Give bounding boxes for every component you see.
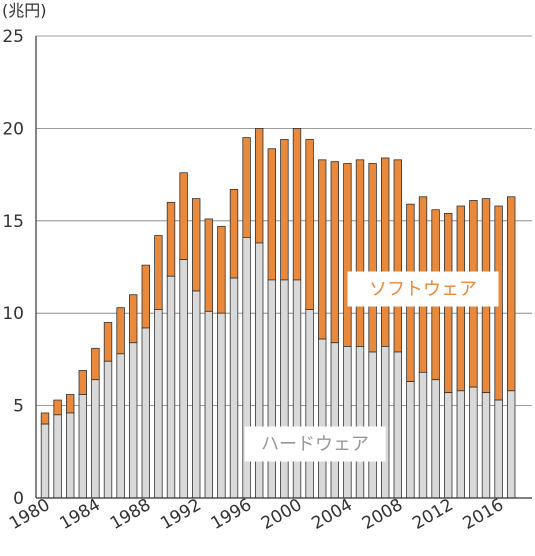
bar-hardware-2017 <box>506 390 516 499</box>
bar-hardware-1990 <box>166 275 176 499</box>
bar-hardware-2002 <box>317 338 327 499</box>
bar-software-1994 <box>217 225 226 314</box>
bar-hardware-2011 <box>431 379 440 499</box>
bars <box>40 127 516 499</box>
bar-hardware-2013 <box>456 390 465 499</box>
y-tick-label: 5 <box>13 397 24 417</box>
y-tick-label: 15 <box>2 212 24 232</box>
bar-hardware-1989 <box>154 309 163 499</box>
bar-software-1983 <box>78 370 87 395</box>
bar-hardware-1983 <box>78 394 87 499</box>
bar-hardware-2015 <box>481 392 491 499</box>
bar-hardware-1980 <box>40 423 50 499</box>
hardware-series-label: ハードウェア <box>244 426 386 462</box>
bar-software-2000 <box>292 127 302 281</box>
bar-software-2002 <box>317 159 327 340</box>
bar-software-2004 <box>343 163 352 347</box>
bar-software-2003 <box>330 161 339 344</box>
software-series-label-box <box>347 271 499 307</box>
hardware-series-label-box <box>244 426 386 462</box>
bar-software-1986 <box>116 307 125 355</box>
bar-hardware-1985 <box>103 360 113 499</box>
x-tick-label: 2012 <box>409 495 456 534</box>
y-unit-label: (兆円) <box>2 1 47 20</box>
x-tick-label: 1996 <box>208 495 255 534</box>
bar-software-2006 <box>368 163 377 353</box>
bar-software-1990 <box>166 201 176 277</box>
bar-software-1989 <box>154 235 163 310</box>
bar-hardware-2001 <box>305 309 314 499</box>
bar-hardware-1986 <box>116 353 125 499</box>
bar-hardware-2007 <box>380 346 390 499</box>
bar-software-1996 <box>242 137 251 238</box>
bar-hardware-2016 <box>494 399 503 499</box>
bar-software-2017 <box>506 196 516 392</box>
bar-software-1993 <box>204 218 213 312</box>
x-tick-label: 1992 <box>157 495 204 534</box>
bar-hardware-2014 <box>469 386 478 499</box>
bar-hardware-2003 <box>330 342 339 499</box>
x-tick-label: 2008 <box>359 495 406 534</box>
bar-hardware-1992 <box>191 290 201 499</box>
bar-hardware-1998 <box>267 279 276 499</box>
bar-software-1984 <box>91 347 100 381</box>
bar-software-1985 <box>103 322 113 362</box>
x-tick-label: 1988 <box>107 495 154 534</box>
bar-software-2007 <box>380 157 390 347</box>
bar-software-1982 <box>66 394 75 414</box>
bar-hardware-1991 <box>179 259 188 499</box>
hardware-series-label-text: ハードウェア <box>261 434 369 455</box>
y-tick-label: 25 <box>2 27 24 47</box>
bar-software-1980 <box>40 412 50 425</box>
bar-software-1997 <box>254 127 264 244</box>
bar-software-2005 <box>355 159 365 347</box>
bar-software-2008 <box>393 159 402 353</box>
bar-hardware-1988 <box>141 327 150 499</box>
bar-software-1995 <box>229 188 239 279</box>
bar-hardware-2000 <box>292 279 302 499</box>
x-tick-label: 2000 <box>258 495 305 534</box>
bar-hardware-1981 <box>53 414 62 499</box>
bar-hardware-2004 <box>343 346 352 499</box>
bar-hardware-2010 <box>418 371 428 499</box>
bar-hardware-1995 <box>229 277 239 499</box>
bar-software-1992 <box>191 198 201 292</box>
bar-software-1999 <box>280 139 289 281</box>
bar-software-1987 <box>128 294 138 344</box>
bar-hardware-1982 <box>66 412 75 499</box>
bar-hardware-1987 <box>128 342 138 499</box>
software-series-label: ソフトウェア <box>347 271 499 307</box>
x-tick-label: 2016 <box>460 495 507 534</box>
bar-software-2001 <box>305 139 314 310</box>
x-tick-label: 2004 <box>308 495 355 534</box>
y-tick-label: 0 <box>13 489 24 509</box>
bar-hardware-2008 <box>393 351 402 499</box>
bar-software-1981 <box>53 399 62 416</box>
y-tick-label: 10 <box>2 304 24 324</box>
x-axis-ticks: 1980 1984 1988 1992 1996 2000 2004 2008 2012 2016 <box>6 495 507 534</box>
bar-software-1998 <box>267 148 276 281</box>
bar-hardware-1993 <box>204 310 213 499</box>
software-series-label-text: ソフトウェア <box>369 279 477 300</box>
bar-hardware-2009 <box>406 381 415 499</box>
x-tick-label: 1984 <box>56 495 103 534</box>
bar-software-1988 <box>141 264 150 329</box>
bar-hardware-1984 <box>91 379 100 499</box>
bar-hardware-1999 <box>280 279 289 499</box>
bar-hardware-2012 <box>443 392 453 499</box>
bar-software-1991 <box>179 172 188 261</box>
bar-hardware-2006 <box>368 351 377 499</box>
bar-hardware-1994 <box>217 312 226 499</box>
bar-hardware-2005 <box>355 346 365 499</box>
y-axis-ticks: 0 5 10 15 20 25 <box>2 27 24 509</box>
y-tick-label: 20 <box>2 119 24 139</box>
